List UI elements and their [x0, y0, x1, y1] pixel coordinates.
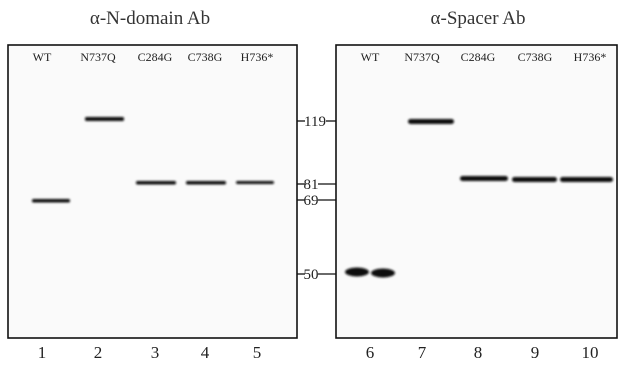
lane-number: 5 [253, 343, 262, 362]
band [236, 181, 274, 184]
marker-label: 50 [304, 267, 319, 283]
lane-number: 2 [94, 343, 103, 362]
lane-number: 1 [38, 343, 47, 362]
band [460, 176, 508, 181]
band [345, 268, 369, 277]
lane-number: 7 [418, 343, 427, 362]
lane-number: 3 [151, 343, 160, 362]
blot-panel [336, 45, 617, 338]
lane-label: H736* [574, 50, 607, 64]
lane-label: C738G [518, 50, 553, 64]
lane-label: H736* [241, 50, 274, 64]
band [85, 117, 124, 121]
lane-number: 8 [474, 343, 483, 362]
band [560, 177, 613, 182]
lane-label: WT [33, 50, 52, 64]
lane-number: 6 [366, 343, 375, 362]
panel-title: α-Spacer Ab [431, 8, 526, 29]
marker-label: 81 [304, 177, 319, 193]
blot-figure: α-N-domain Ab α-Spacer Ab WT N737Q C284G… [0, 0, 620, 365]
lane-label: WT [361, 50, 380, 64]
lane-label: N737Q [404, 50, 440, 64]
marker-label: 69 [304, 193, 319, 209]
blot-panel [8, 45, 297, 338]
lane-number: 4 [201, 343, 210, 362]
band [408, 119, 454, 124]
lane-number: 9 [531, 343, 540, 362]
band [186, 181, 226, 185]
panel-title: α-N-domain Ab [90, 8, 210, 29]
marker-label: 119 [304, 114, 326, 130]
lane-number: 10 [582, 343, 599, 362]
lane-label: N737Q [80, 50, 116, 64]
lane-label: C738G [188, 50, 223, 64]
lane-label: C284G [461, 50, 496, 64]
band [32, 199, 70, 203]
lane-label: C284G [138, 50, 173, 64]
band [371, 269, 395, 278]
band [512, 177, 557, 182]
band [136, 181, 176, 185]
